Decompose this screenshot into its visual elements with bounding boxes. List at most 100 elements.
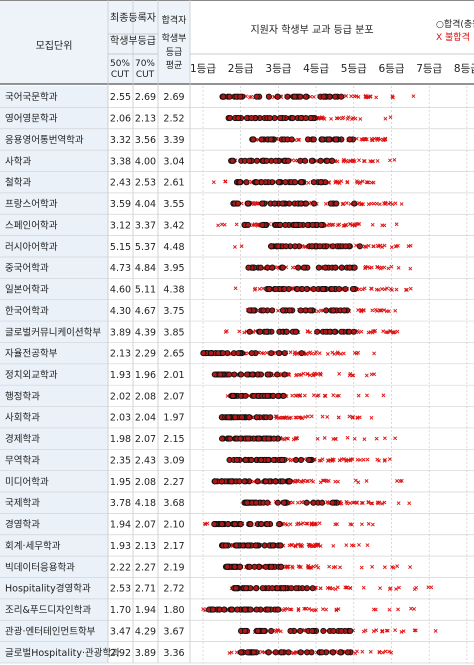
pass-mark xyxy=(272,649,279,656)
dept-name: 영어영문학과 xyxy=(5,114,58,125)
fail-mark xyxy=(328,223,333,228)
fail-mark xyxy=(257,287,262,291)
row-bg-dept xyxy=(0,256,108,279)
pass-mark xyxy=(235,115,242,122)
fail-mark xyxy=(351,500,356,505)
pass-mark xyxy=(248,115,255,122)
dept-name: 국어국문학과 xyxy=(5,92,58,103)
fail-mark xyxy=(377,650,382,655)
fail-mark xyxy=(329,116,334,121)
dept-name: 회계·세무학과 xyxy=(5,540,61,552)
fail-mark xyxy=(356,308,361,313)
fail-mark xyxy=(389,245,394,250)
pass-mark xyxy=(252,542,259,549)
fail-mark xyxy=(319,116,324,121)
pass-mark xyxy=(231,563,238,570)
dept-name: 국제학과 xyxy=(5,498,40,509)
pass-mark xyxy=(332,93,339,100)
fail-mark xyxy=(359,522,364,527)
fail-mark xyxy=(360,649,365,654)
fail-mark xyxy=(393,628,398,633)
pass-mark xyxy=(277,542,284,549)
pass-mark xyxy=(266,285,273,293)
fail-mark xyxy=(350,457,355,462)
pass-avg-value: 2.27 xyxy=(163,477,184,488)
fail-mark xyxy=(345,116,350,121)
pass-mark xyxy=(329,649,336,656)
fail-mark xyxy=(369,286,374,291)
cut50-value: 3.38 xyxy=(110,156,131,167)
pass-mark xyxy=(242,456,249,464)
fail-mark xyxy=(380,501,385,506)
fail-mark xyxy=(299,373,303,377)
table-row: 행정학과 2.02 2.08 2.07 xyxy=(5,390,185,402)
fail-mark xyxy=(377,202,382,207)
fail-mark xyxy=(324,607,329,612)
pass-mark xyxy=(309,221,316,228)
pass-mark xyxy=(242,392,249,399)
fail-mark xyxy=(433,628,438,633)
fail-mark xyxy=(294,650,299,655)
cut50-value: 3.78 xyxy=(110,498,131,509)
pass-mark xyxy=(218,478,225,485)
fail-mark xyxy=(371,159,375,164)
pass-mark xyxy=(253,499,260,506)
pass-mark xyxy=(350,328,357,335)
dept-name: 사학과 xyxy=(5,156,31,167)
fail-mark xyxy=(345,435,350,440)
pass-mark xyxy=(297,93,304,100)
fail-mark xyxy=(394,287,399,292)
pass-avg-value: 3.85 xyxy=(163,327,184,338)
fail-mark xyxy=(317,351,322,356)
fail-mark xyxy=(290,500,295,505)
fail-mark xyxy=(309,351,314,356)
row-marks xyxy=(249,136,388,143)
pass-mark xyxy=(253,414,260,421)
dept-name: 사회학과 xyxy=(5,413,40,424)
pass-mark xyxy=(332,136,339,143)
fail-mark xyxy=(261,286,265,291)
fail-mark xyxy=(403,287,408,292)
fail-mark xyxy=(367,266,372,270)
fail-mark xyxy=(294,373,298,378)
pass-mark xyxy=(292,221,299,228)
cut70-value: 2.07 xyxy=(135,520,156,531)
pass-mark xyxy=(269,585,276,592)
fail-mark xyxy=(385,330,390,335)
fail-mark xyxy=(345,501,350,506)
pass-mark xyxy=(211,521,218,528)
fail-mark xyxy=(389,264,394,269)
cut50-value: 1.93 xyxy=(110,541,131,552)
pass-avg-value: 3.04 xyxy=(163,156,184,167)
pass-mark xyxy=(274,371,281,378)
fail-mark xyxy=(289,543,294,547)
pass-avg-value: 4.48 xyxy=(163,242,184,253)
pass-mark xyxy=(250,649,257,656)
pass-avg-value: 2.15 xyxy=(163,434,184,445)
row-bg-dept xyxy=(0,492,108,514)
row-bg-dept xyxy=(0,342,108,364)
fail-mark xyxy=(365,180,370,185)
pass-mark xyxy=(260,307,267,314)
pass-mark xyxy=(305,456,312,464)
fail-mark xyxy=(382,565,387,570)
pass-mark xyxy=(297,307,304,314)
pass-mark xyxy=(259,200,266,207)
pass-avg-value: 3.55 xyxy=(163,199,184,210)
x-tick-label: 8등급 xyxy=(454,63,474,75)
pass-mark xyxy=(280,585,287,592)
pass-mark xyxy=(265,649,272,656)
fail-mark xyxy=(378,266,383,271)
fail-mark xyxy=(305,329,310,333)
fail-mark xyxy=(412,606,417,611)
table-row: 자율전공학부 2.13 2.29 2.65 xyxy=(5,349,185,360)
cut70-value: 2.53 xyxy=(135,178,156,189)
pass-mark xyxy=(248,456,255,464)
fail-mark xyxy=(348,586,353,590)
fail-mark xyxy=(315,436,320,441)
avg-header-line3: 등급 xyxy=(166,47,183,58)
fail-mark xyxy=(354,94,359,99)
pass-mark xyxy=(251,563,258,570)
distribution-title: 지원자 학생부 교과 등급 분포 xyxy=(250,24,373,36)
cut70-value: 2.29 xyxy=(135,349,156,360)
